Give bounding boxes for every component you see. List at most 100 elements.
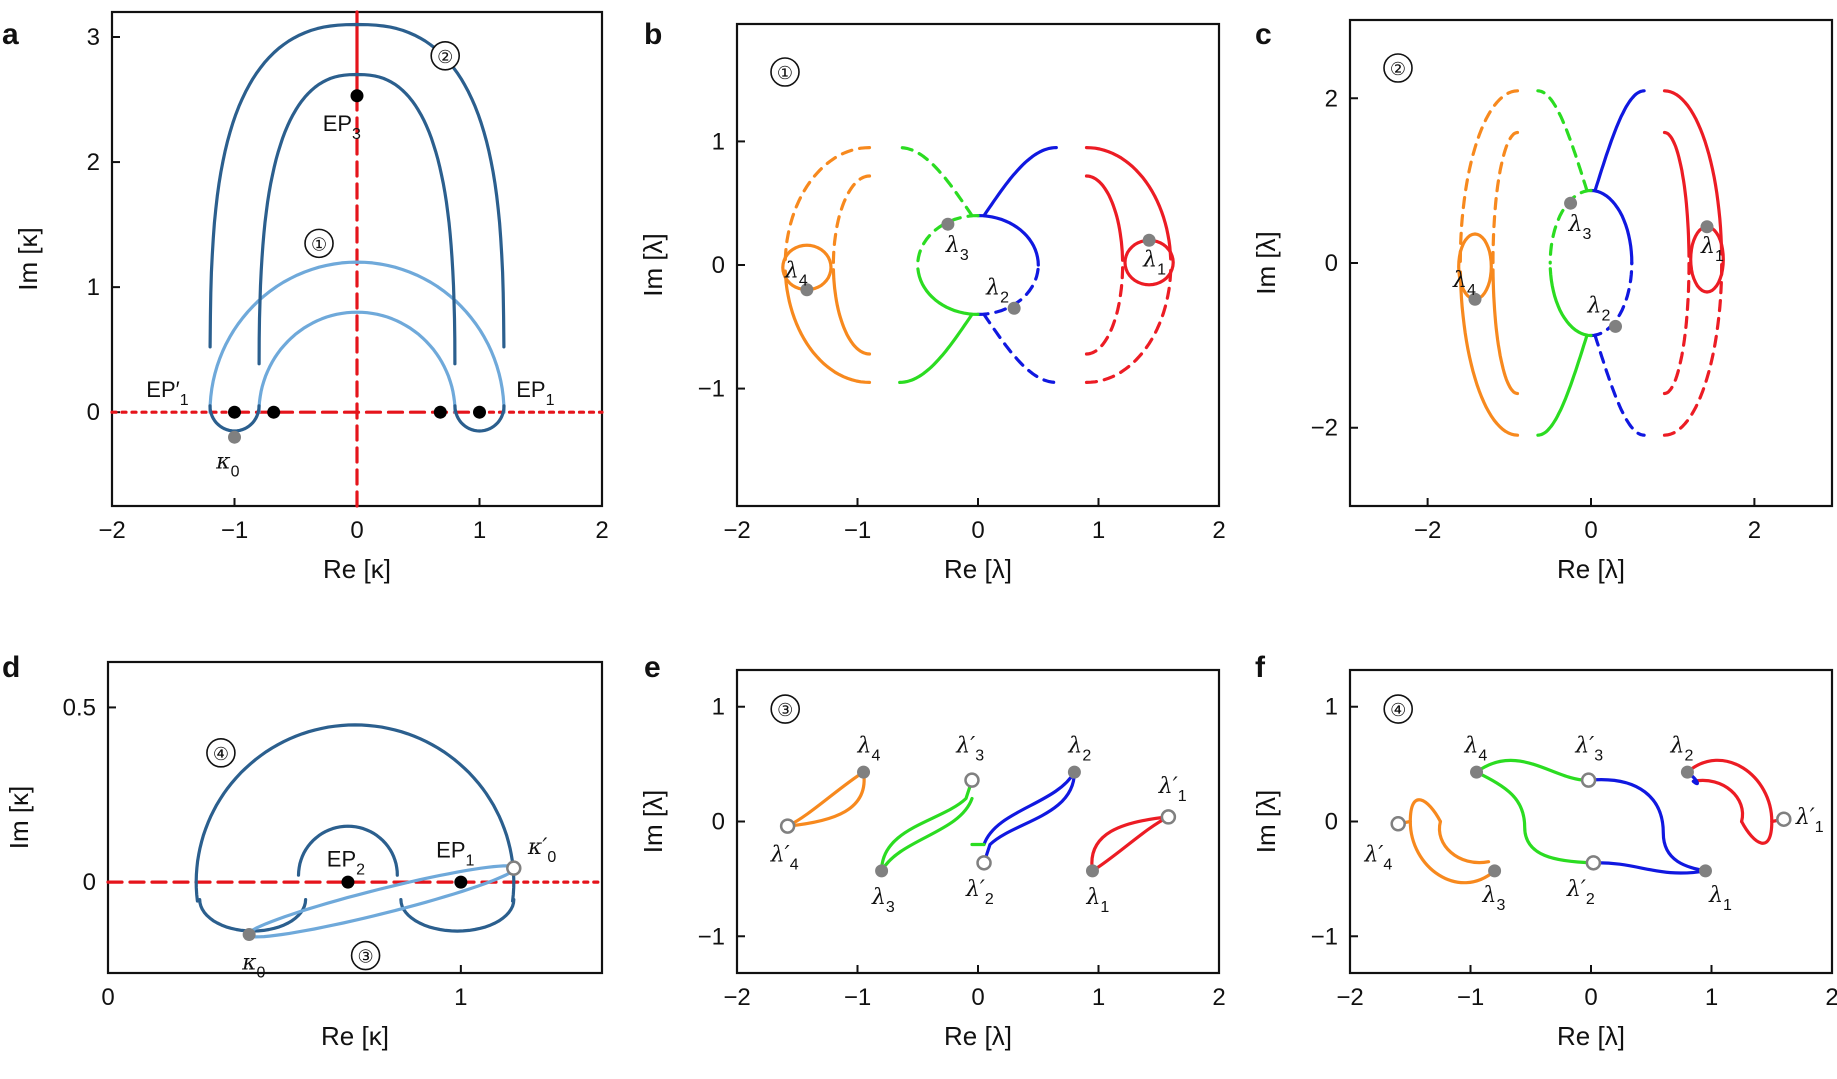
y-tick-label: −1 bbox=[698, 376, 725, 403]
end-point bbox=[1390, 816, 1406, 832]
lambda1-label: λ1 bbox=[1700, 234, 1724, 265]
lambda3-path-solid bbox=[1536, 333, 1589, 437]
kappa0-label: κ0 bbox=[241, 951, 265, 982]
lambda2-prime-label: λ′2 bbox=[1566, 877, 1595, 908]
green-lower bbox=[1474, 770, 1595, 865]
lambda1-path-solid bbox=[1662, 89, 1724, 256]
lambda4-label: λ4 bbox=[1452, 268, 1476, 299]
kappa0-prime-point bbox=[506, 860, 522, 876]
plot-frame bbox=[106, 660, 604, 975]
lambda1-path-dashed bbox=[1084, 263, 1173, 384]
panel-label: f bbox=[1255, 651, 1266, 684]
lambda4-label: λ4 bbox=[784, 259, 808, 290]
panel-label: a bbox=[2, 18, 19, 51]
lambda2-center-dashed bbox=[1589, 261, 1634, 338]
end-point bbox=[976, 855, 992, 871]
lambda2-path-inner bbox=[982, 770, 1076, 847]
lambda2-center-solid bbox=[1589, 188, 1634, 265]
lambda4-path-lower bbox=[786, 770, 866, 828]
loop-4-label-ring bbox=[206, 738, 236, 768]
lambda2-prime-label: λ′2 bbox=[965, 877, 994, 908]
kappa0-label: κ0 bbox=[215, 449, 239, 480]
y-tick-label: 1 bbox=[712, 128, 725, 155]
x-tick-label: 2 bbox=[1825, 984, 1837, 1011]
lambda2-center-dashed bbox=[976, 263, 1040, 316]
lambda3-center-solid bbox=[916, 267, 980, 316]
lambda2-path-dashed bbox=[982, 312, 1058, 384]
loop-label-ring bbox=[770, 694, 801, 724]
start-point bbox=[1470, 765, 1484, 779]
lambda2-path-solid bbox=[982, 146, 1058, 218]
lambda1-prime-label: λ′1 bbox=[1158, 774, 1187, 805]
lambda4-path-dashed bbox=[1458, 89, 1520, 265]
x-axis-label: Re [λ] bbox=[944, 1021, 1012, 1051]
kappa0-point bbox=[228, 430, 241, 444]
lambda1-small-loop bbox=[1123, 238, 1175, 287]
start-point bbox=[1067, 765, 1081, 779]
lambda4-prime-label: λ′4 bbox=[770, 843, 799, 874]
lambda1-inner-dashed bbox=[1662, 261, 1691, 396]
y-tick-label: 1 bbox=[712, 694, 725, 721]
loop-2-hook-right bbox=[453, 404, 506, 433]
lambda2-center-solid bbox=[976, 214, 1040, 267]
lambda3-label: λ3 bbox=[1482, 883, 1506, 914]
orange-outer bbox=[1408, 798, 1497, 885]
loop-label-ring bbox=[770, 57, 800, 87]
lambda1-path-dashed bbox=[1662, 261, 1724, 437]
lambda4-inner-solid bbox=[1491, 268, 1520, 396]
lambda3-label: λ3 bbox=[945, 233, 969, 264]
ep2-point bbox=[341, 875, 355, 889]
end-point bbox=[1160, 809, 1177, 825]
x-axis-label: Re [λ] bbox=[1557, 554, 1625, 584]
lambda3-prime-label: λ′3 bbox=[955, 734, 984, 765]
lambda3-path-dashed bbox=[898, 146, 974, 218]
y-tick-label: 0 bbox=[83, 869, 96, 896]
lambda4-small-loop bbox=[781, 243, 833, 292]
loop-4-outer bbox=[194, 723, 516, 903]
start-point bbox=[1488, 864, 1502, 878]
x-tick-label: 1 bbox=[473, 517, 486, 544]
lambda1-inner-solid bbox=[1662, 130, 1691, 258]
x-tick-label: 1 bbox=[454, 984, 467, 1011]
y-tick-label: 0.5 bbox=[63, 694, 96, 721]
x-axis-label: Re [κ] bbox=[321, 1021, 389, 1051]
loop-label: ① bbox=[777, 63, 793, 83]
panel-d: d 0 1 0 0.5 Re [κ] Im [κ] EP2 EP1 κ0 κ′0 ③ ④ bbox=[2, 651, 604, 1051]
loop-1-label-ring bbox=[304, 228, 334, 259]
plot-frame bbox=[735, 668, 1221, 975]
panel-e: e −2 −1 0 1 2 −1 0 1 Re [λ] Im [λ] λ1 λ2 λ3 λ4 λ′1 λ′2 λ′… bbox=[638, 651, 1226, 1051]
ep-point-right bbox=[473, 405, 486, 419]
panel-c: c −2 0 2 −2 0 2 Re [λ] Im [λ] λ1 λ2 λ3 λ4 ② bbox=[1251, 18, 1834, 584]
x-tick-label: −2 bbox=[98, 517, 125, 544]
end-point bbox=[964, 772, 980, 788]
y-axis-label: Im [λ] bbox=[1251, 231, 1281, 295]
lambda1-label: λ1 bbox=[1708, 883, 1732, 914]
start-point bbox=[1698, 864, 1712, 878]
y-tick-label: 0 bbox=[87, 399, 100, 426]
x-tick-label: 2 bbox=[595, 517, 608, 544]
start-point bbox=[1700, 220, 1714, 234]
ep2-label: EP2 bbox=[327, 846, 365, 878]
start-point bbox=[1609, 319, 1623, 333]
start-point bbox=[857, 765, 871, 779]
lambda2-label: λ2 bbox=[985, 275, 1009, 306]
red-inner bbox=[1691, 778, 1745, 824]
x-tick-label: −2 bbox=[1336, 984, 1363, 1011]
start-point bbox=[1085, 864, 1099, 878]
panel-f: f −2 −1 0 1 2 −1 0 1 Re [λ] Im [λ] λ1 λ2 λ3 λ4 λ′1 λ′2 λ′… bbox=[1251, 651, 1837, 1051]
start-point bbox=[875, 864, 889, 878]
loop-label-ring bbox=[1383, 53, 1413, 83]
y-tick-label: 1 bbox=[87, 274, 100, 301]
lambda1-small-loop bbox=[1689, 225, 1725, 294]
plot-frame bbox=[1348, 668, 1834, 975]
lambda4-label: λ4 bbox=[857, 734, 881, 765]
loop-2-label-ring bbox=[430, 40, 461, 71]
y-axis-label: Im [κ] bbox=[4, 786, 34, 850]
lambda3-path bbox=[880, 778, 974, 873]
start-point bbox=[941, 217, 955, 231]
loop-1-label: ① bbox=[311, 234, 327, 254]
y-axis-label: Im [κ] bbox=[13, 227, 43, 291]
ep1-point bbox=[454, 875, 468, 889]
lambda4-inner-dashed bbox=[1491, 130, 1520, 265]
